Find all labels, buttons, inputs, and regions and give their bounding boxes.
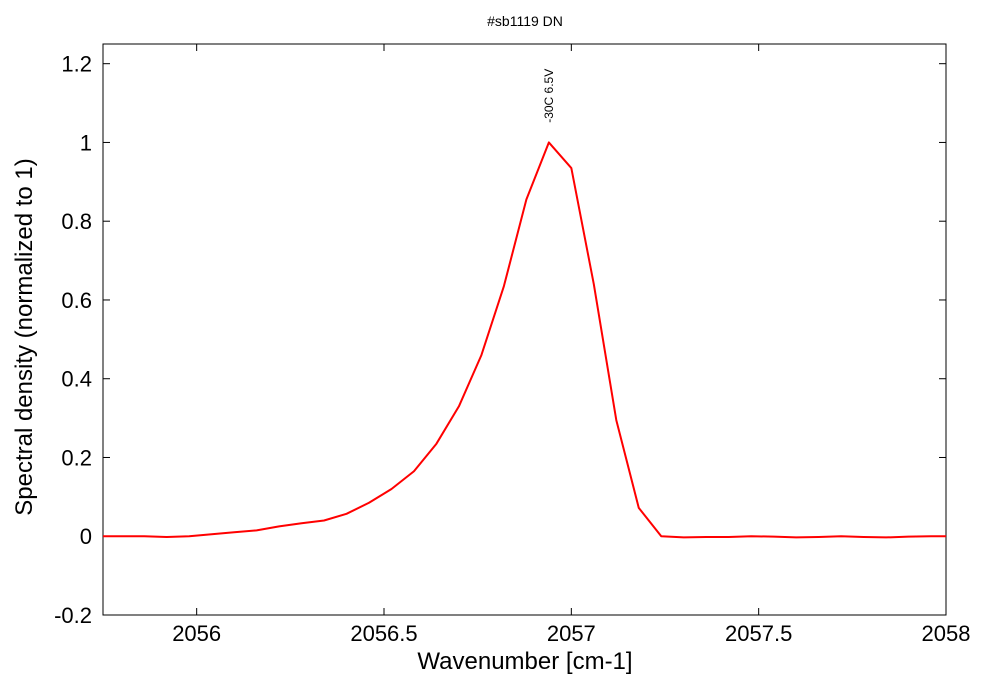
annotation-layer: -30C 6.5V xyxy=(542,69,556,123)
plot-area xyxy=(102,43,947,616)
x-tick-label: 2057 xyxy=(547,621,596,646)
y-axis-ticks: -0.2 0 0.2 0.4 0.6 0.8 1 1.2 xyxy=(54,52,946,628)
y-tick-label: 0.2 xyxy=(61,445,92,470)
y-tick-label: 0.8 xyxy=(61,209,92,234)
y-tick-label: 0.6 xyxy=(61,288,92,313)
x-tick-label: 2056.5 xyxy=(350,621,417,646)
y-tick-label: 1.2 xyxy=(61,52,92,77)
series-layer xyxy=(103,141,946,539)
series-line-0 xyxy=(103,141,946,539)
x-tick-label: 2058 xyxy=(922,621,971,646)
x-tick-label: 2056 xyxy=(172,621,221,646)
x-tick-label: 2057.5 xyxy=(725,621,792,646)
y-tick-label: -0.2 xyxy=(54,603,92,628)
y-tick-label: 1 xyxy=(80,130,92,155)
x-axis-ticks: 2056 2056.5 2057 2057.5 2058 xyxy=(172,44,970,646)
y-tick-label: 0.4 xyxy=(61,367,92,392)
y-tick-label: 0 xyxy=(80,524,92,549)
x-axis-label: Wavenumber [cm-1] xyxy=(417,648,632,675)
plot-frame xyxy=(102,43,947,616)
peak-annotation: -30C 6.5V xyxy=(542,69,556,123)
y-axis-label: Spectral density (normalized to 1) xyxy=(11,158,38,516)
chart-title: #sb1119 DN xyxy=(487,13,563,29)
